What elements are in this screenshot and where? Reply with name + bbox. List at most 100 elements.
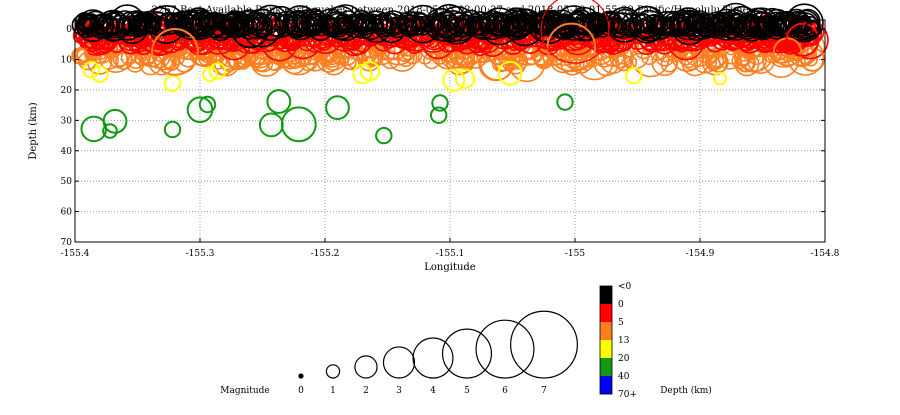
- earthquake-point: [336, 10, 360, 34]
- data-points: [71, 0, 829, 145]
- earthquake-point: [334, 14, 351, 30]
- earthquake-point: [601, 12, 621, 32]
- earthquake-point: [147, 13, 163, 30]
- depth-legend-swatch: [600, 358, 612, 377]
- earthquake-point: [373, 12, 394, 33]
- depth-legend-label: 13: [618, 336, 630, 346]
- earthquake-point: [546, 22, 597, 73]
- earthquake-point: [359, 61, 381, 82]
- y-tick-label: 40: [61, 147, 73, 157]
- magnitude-legend-circle: [441, 328, 493, 379]
- earthquake-point: [197, 12, 217, 32]
- depth-legend-label: 5: [618, 318, 624, 328]
- depth-legend-label: 20: [618, 354, 630, 364]
- earthquake-point: [645, 13, 663, 31]
- earthquake-point: [81, 14, 95, 29]
- magnitude-legend-circle: [475, 319, 535, 379]
- x-tick-label: -155.3: [186, 249, 215, 259]
- earthquake-point: [171, 10, 195, 34]
- magnitude-legend-label: 4: [430, 386, 436, 396]
- earthquake-point: [91, 65, 109, 83]
- magnitude-legend-title: Magnitude: [220, 386, 270, 396]
- earthquake-point: [325, 95, 350, 120]
- earthquake-point: [794, 8, 821, 35]
- x-tick-label: -154.9: [686, 249, 715, 259]
- earthquake-point: [250, 8, 277, 35]
- earthquake-point: [716, 2, 755, 41]
- earthquake-point: [688, 10, 712, 34]
- y-tick-label: 50: [61, 177, 73, 187]
- y-tick-label: 0: [66, 25, 72, 35]
- magnitude-legend-label: 5: [464, 386, 470, 396]
- magnitude-legend-circle: [325, 364, 341, 379]
- earthquake-point: [282, 5, 318, 41]
- y-axis-label: Depth (km): [28, 102, 39, 159]
- magnitude-legend-label: 7: [541, 386, 547, 396]
- earthquake-point: [710, 8, 743, 41]
- magnitude-legend-label: 1: [330, 386, 336, 396]
- depth-legend-title: Depth (km): [660, 385, 712, 396]
- earthquake-point: [191, 10, 216, 35]
- earthquake-point: [431, 94, 449, 112]
- x-tick-label: -155.2: [311, 249, 340, 259]
- earthquake-point: [349, 9, 374, 35]
- earthquake-point: [354, 13, 371, 31]
- earthquake-point: [300, 8, 328, 36]
- depth-legend-swatch: [600, 376, 612, 395]
- x-tick-label: -155: [565, 249, 585, 259]
- magnitude-legend: Magnitude 0 1 2 3 4 5 6 7: [220, 310, 578, 396]
- earthquake-point: [758, 7, 786, 36]
- earthquake-point: [168, 12, 188, 32]
- earthquake-point: [574, 13, 591, 31]
- magnitude-legend-circle: [354, 355, 378, 379]
- earthquake-point: [266, 89, 292, 114]
- earthquake-point: [79, 13, 96, 30]
- y-tick-label: 10: [61, 56, 73, 66]
- earthquake-point: [137, 10, 161, 34]
- earthquake-point: [511, 13, 530, 31]
- earthquake-point: [280, 106, 317, 143]
- earthquake-point: [206, 12, 226, 31]
- earthquake-point: [442, 68, 466, 92]
- y-axis: 0 10 20 30 40 50 60 70: [61, 25, 825, 248]
- earthquake-point: [659, 10, 686, 36]
- earthquake-point: [151, 28, 199, 76]
- earthquake-point: [157, 13, 177, 33]
- earthquake-point: [163, 120, 182, 139]
- earthquake-point: [743, 7, 772, 36]
- earthquake-point: [686, 12, 706, 32]
- magnitude-legend-label: 3: [396, 386, 402, 396]
- earthquake-point: [252, 4, 289, 41]
- x-axis: -155.4 -155.3 -155.2 -155.1 -155 -154.9 -154.8: [61, 238, 840, 259]
- x-tick-label: -154.8: [811, 249, 840, 259]
- earthquake-point: [431, 3, 467, 40]
- depth-legend-label: 0: [618, 300, 624, 310]
- depth-legend-label: <0: [618, 282, 632, 292]
- earthquake-point: [550, 9, 575, 35]
- earthquake-point: [567, 13, 586, 31]
- depth-legend-swatch: [600, 322, 612, 341]
- depth-legend-label: 40: [618, 372, 630, 382]
- earthquake-point: [744, 14, 759, 29]
- y-tick-label: 30: [61, 116, 73, 126]
- earthquake-point: [533, 9, 557, 34]
- magnitude-legend-label: 6: [502, 386, 508, 396]
- earthquake-point: [163, 74, 182, 93]
- earthquake-point: [722, 9, 748, 35]
- earthquake-point: [230, 9, 270, 49]
- magnitude-legend-label: 2: [363, 386, 369, 396]
- earthquake-point: [454, 68, 476, 89]
- earthquake-point: [410, 11, 430, 32]
- earthquake-point: [497, 60, 523, 86]
- x-axis-label: Longitude: [424, 262, 476, 273]
- earthquake-point: [278, 13, 296, 30]
- depth-legend: Depth (km) <0 0 5 13 20 40 70+: [599, 282, 712, 400]
- earthquake-point: [581, 12, 602, 32]
- earthquake-point: [477, 12, 497, 32]
- earthquake-point: [556, 14, 572, 30]
- depth-legend-swatch: [600, 304, 612, 323]
- magnitude-legend-label: 0: [298, 386, 304, 396]
- earthquake-point: [184, 7, 214, 37]
- y-tick-label: 20: [61, 86, 73, 96]
- x-tick-label: -155.1: [436, 249, 465, 259]
